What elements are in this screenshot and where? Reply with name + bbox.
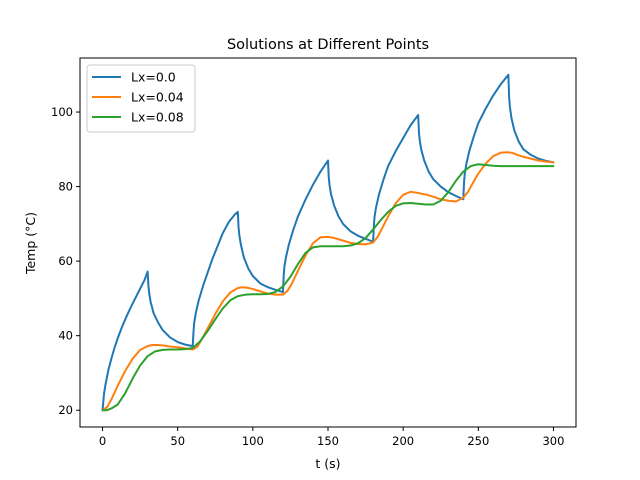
series-line-2 — [101, 163, 555, 412]
legend-label-2: Lx=0.08 — [131, 110, 184, 125]
x-axis-label: t (s) — [315, 456, 340, 471]
legend-label-0: Lx=0.0 — [131, 70, 176, 85]
y-axis-label: Temp (°C) — [23, 212, 38, 275]
legend-label-1: Lx=0.04 — [131, 90, 184, 105]
x-tick-label: 300 — [542, 434, 564, 448]
legend-box — [86, 64, 196, 133]
y-tick-label: 40 — [58, 329, 73, 343]
x-axis: 0 50 100 150 200 250 300 — [99, 427, 564, 448]
x-tick-label: 100 — [242, 434, 264, 448]
x-tick-label: 0 — [99, 434, 106, 448]
x-tick-label: 150 — [317, 434, 339, 448]
legend: Lx=0.0 Lx=0.04 Lx=0.08 — [86, 64, 196, 133]
x-tick-label: 250 — [467, 434, 489, 448]
series-line-1 — [101, 151, 555, 412]
y-axis: 20 40 60 80 100 — [51, 105, 80, 417]
y-tick-label: 60 — [58, 254, 73, 268]
y-tick-label: 100 — [51, 105, 73, 119]
x-tick-label: 200 — [392, 434, 414, 448]
y-tick-label: 20 — [58, 403, 73, 417]
x-tick-label: 50 — [170, 434, 185, 448]
series-layer — [101, 73, 555, 412]
y-tick-label: 80 — [58, 180, 73, 194]
chart-title: Solutions at Different Points — [227, 37, 429, 53]
